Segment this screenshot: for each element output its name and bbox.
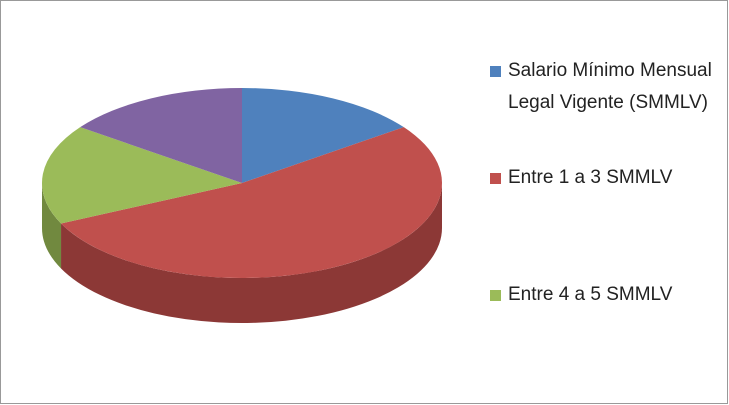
pie-slice: [80, 88, 243, 183]
pie-slice: [61, 127, 442, 278]
legend-label: Entre 4 a 5 SMMLV: [508, 284, 673, 305]
legend-label: Entre 1 a 3 SMMLV: [508, 167, 673, 188]
legend-entry: Entre 1 a 3 SMMLV: [490, 162, 720, 194]
pie-side: [61, 183, 443, 323]
legend-label: Salario Mínimo Mensual Legal Vigente (SM…: [508, 60, 712, 113]
legend-entry: Entre 4 a 5 SMMLV: [490, 279, 720, 311]
legend-swatch: [490, 66, 501, 77]
pie-side: [42, 183, 62, 269]
pie-slice: [242, 88, 404, 183]
pie-slice: [42, 127, 243, 224]
legend-entry: Salario Mínimo Mensual Legal Vigente (SM…: [490, 55, 720, 119]
legend-swatch: [490, 173, 501, 184]
legend-swatch: [490, 290, 501, 301]
